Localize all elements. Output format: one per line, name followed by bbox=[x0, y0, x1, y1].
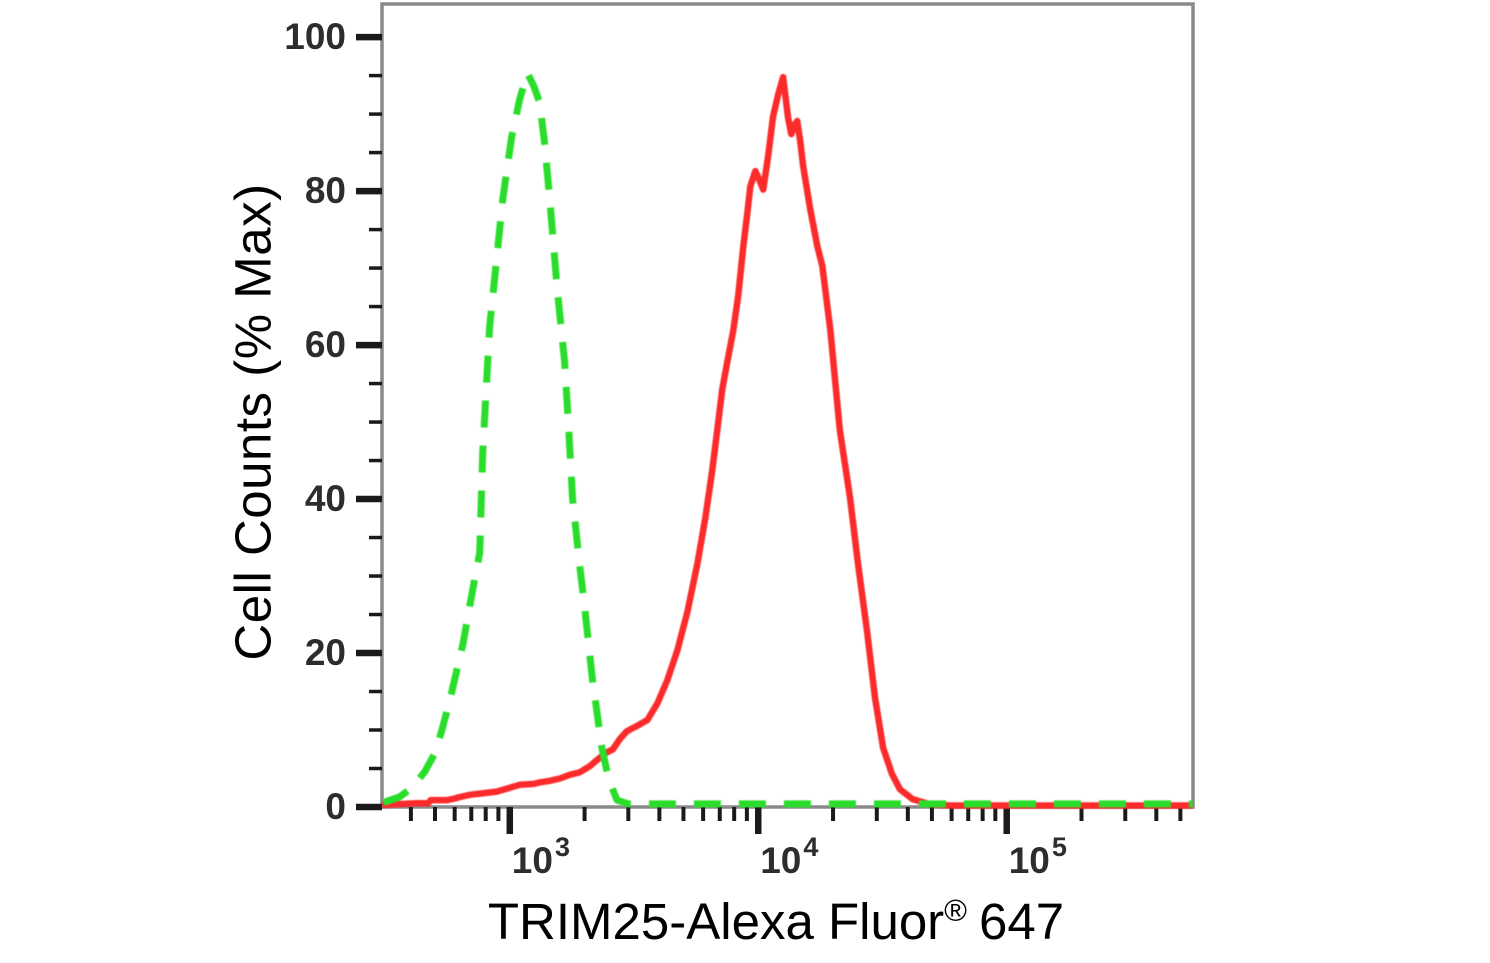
histogram-curves bbox=[381, 69, 1193, 809]
curve-TRIM25-stained bbox=[381, 73, 1193, 809]
axis-ticks bbox=[356, 33, 1183, 834]
curve-negative-control bbox=[382, 69, 1193, 808]
